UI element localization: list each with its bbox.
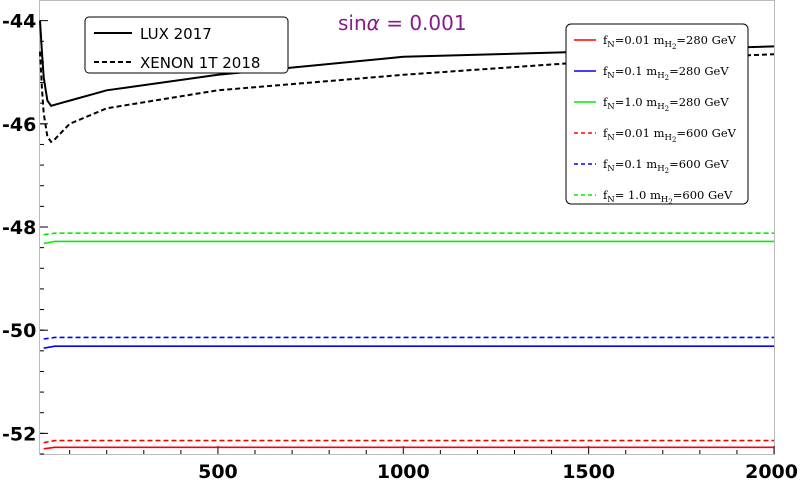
legend-m-sub: H (665, 133, 672, 143)
annotation-suffix: = 0.001 (380, 11, 467, 35)
y-tick-label: -48 (2, 217, 36, 239)
y-tick-label: -50 (2, 320, 36, 342)
legend-m-val: =600 GeV (676, 126, 736, 140)
legend-m-sub2: 2 (672, 136, 676, 144)
legend-m: m (646, 64, 657, 78)
legend-f-val: =0.01 (615, 126, 650, 140)
annotation-prefix: sin (338, 11, 367, 35)
legend-models-box (565, 23, 749, 205)
series-line-g280 (43, 240, 774, 245)
series-line-g600 (43, 232, 774, 236)
series-line-r600 (43, 439, 774, 444)
series-line-xenon (39, 51, 775, 144)
legend-label-b600: fN=0.1 mH2=600 GeV (603, 157, 729, 175)
annotation-symbol: α (367, 11, 380, 35)
legend-label-g600: fN= 1.0 mH2=600 GeV (603, 188, 733, 206)
legend-label-xenon: XENON 1T 2018 (140, 54, 260, 72)
legend-m-sub: H (657, 102, 664, 112)
legend-m-sub: H (657, 164, 664, 174)
series-line-lux (39, 20, 775, 107)
x-tick-label: 1000 (377, 461, 430, 483)
legend-m: m (646, 95, 657, 109)
legend-m-sub2: 2 (665, 74, 669, 82)
axis-ticks: -44 -46 -48 -50 -52 500 1000 1500 2000 (2, 11, 798, 483)
legend-f: f (603, 157, 608, 171)
legend-f-sub: N (607, 71, 615, 81)
series-line-b280 (43, 345, 774, 349)
legend-m-sub: H (665, 40, 672, 50)
legend-m: m (654, 126, 665, 140)
legend-m-val: =280 GeV (676, 33, 736, 47)
legend-m-sub: H (661, 195, 668, 205)
legend-f: f (603, 95, 608, 109)
x-tick-label: 2000 (745, 461, 798, 483)
legend-m-sub: H (657, 71, 664, 81)
legend-f-val: =0.1 (615, 64, 643, 78)
legend-f-sub: N (607, 195, 615, 205)
legend-m-sub2: 2 (665, 105, 669, 113)
legend-m-sub2: 2 (672, 43, 676, 51)
legend-experiments-box (84, 16, 289, 74)
legend-label-lux: LUX 2017 (140, 25, 212, 43)
annotation-text: sinα = 0.001 (338, 11, 467, 35)
legend-f-sub: N (607, 40, 615, 50)
legend-m-val: =280 GeV (669, 64, 729, 78)
legend-m: m (646, 157, 657, 171)
plot-frame (39, 0, 775, 455)
legend-f-sub: N (607, 133, 615, 143)
series-line-r280 (43, 446, 774, 450)
legend-label-b280: fN=0.1 mH2=280 GeV (603, 64, 729, 82)
legend-f: f (603, 126, 608, 140)
legend-f-val: = 1.0 (615, 188, 647, 202)
legend-m-val: =280 GeV (669, 95, 729, 109)
y-tick-label: -44 (2, 11, 36, 33)
legend-experiments: LUX 2017 XENON 1T 2018 (84, 16, 289, 74)
legend-f-sub: N (607, 164, 615, 174)
legend-label-r280: fN=0.01 mH2=280 GeV (603, 33, 737, 51)
legend-f: f (603, 33, 608, 47)
legend-m-sub2: 2 (668, 198, 672, 206)
y-tick-label: -52 (2, 423, 36, 445)
x-tick-label: 500 (198, 461, 238, 483)
legend-m: m (650, 188, 661, 202)
legend-f-val: =0.01 (615, 33, 650, 47)
legend-label-r600: fN=0.01 mH2=600 GeV (603, 126, 737, 144)
series-layer (39, 20, 775, 450)
legend-f-val: =1.0 (615, 95, 643, 109)
legend-f-val: =0.1 (615, 157, 643, 171)
series-line-b600 (43, 336, 774, 340)
legend-f: f (603, 64, 608, 78)
legend-m-val: =600 GeV (669, 157, 729, 171)
legend-label-g280: fN=1.0 mH2=280 GeV (603, 95, 729, 113)
legend-f: f (603, 188, 608, 202)
y-tick-label: -46 (2, 114, 36, 136)
x-tick-label: 1500 (562, 461, 615, 483)
legend-m-sub2: 2 (665, 167, 669, 175)
legend-m: m (654, 33, 665, 47)
legend-f-sub: N (607, 102, 615, 112)
legend-m-val: =600 GeV (673, 188, 733, 202)
